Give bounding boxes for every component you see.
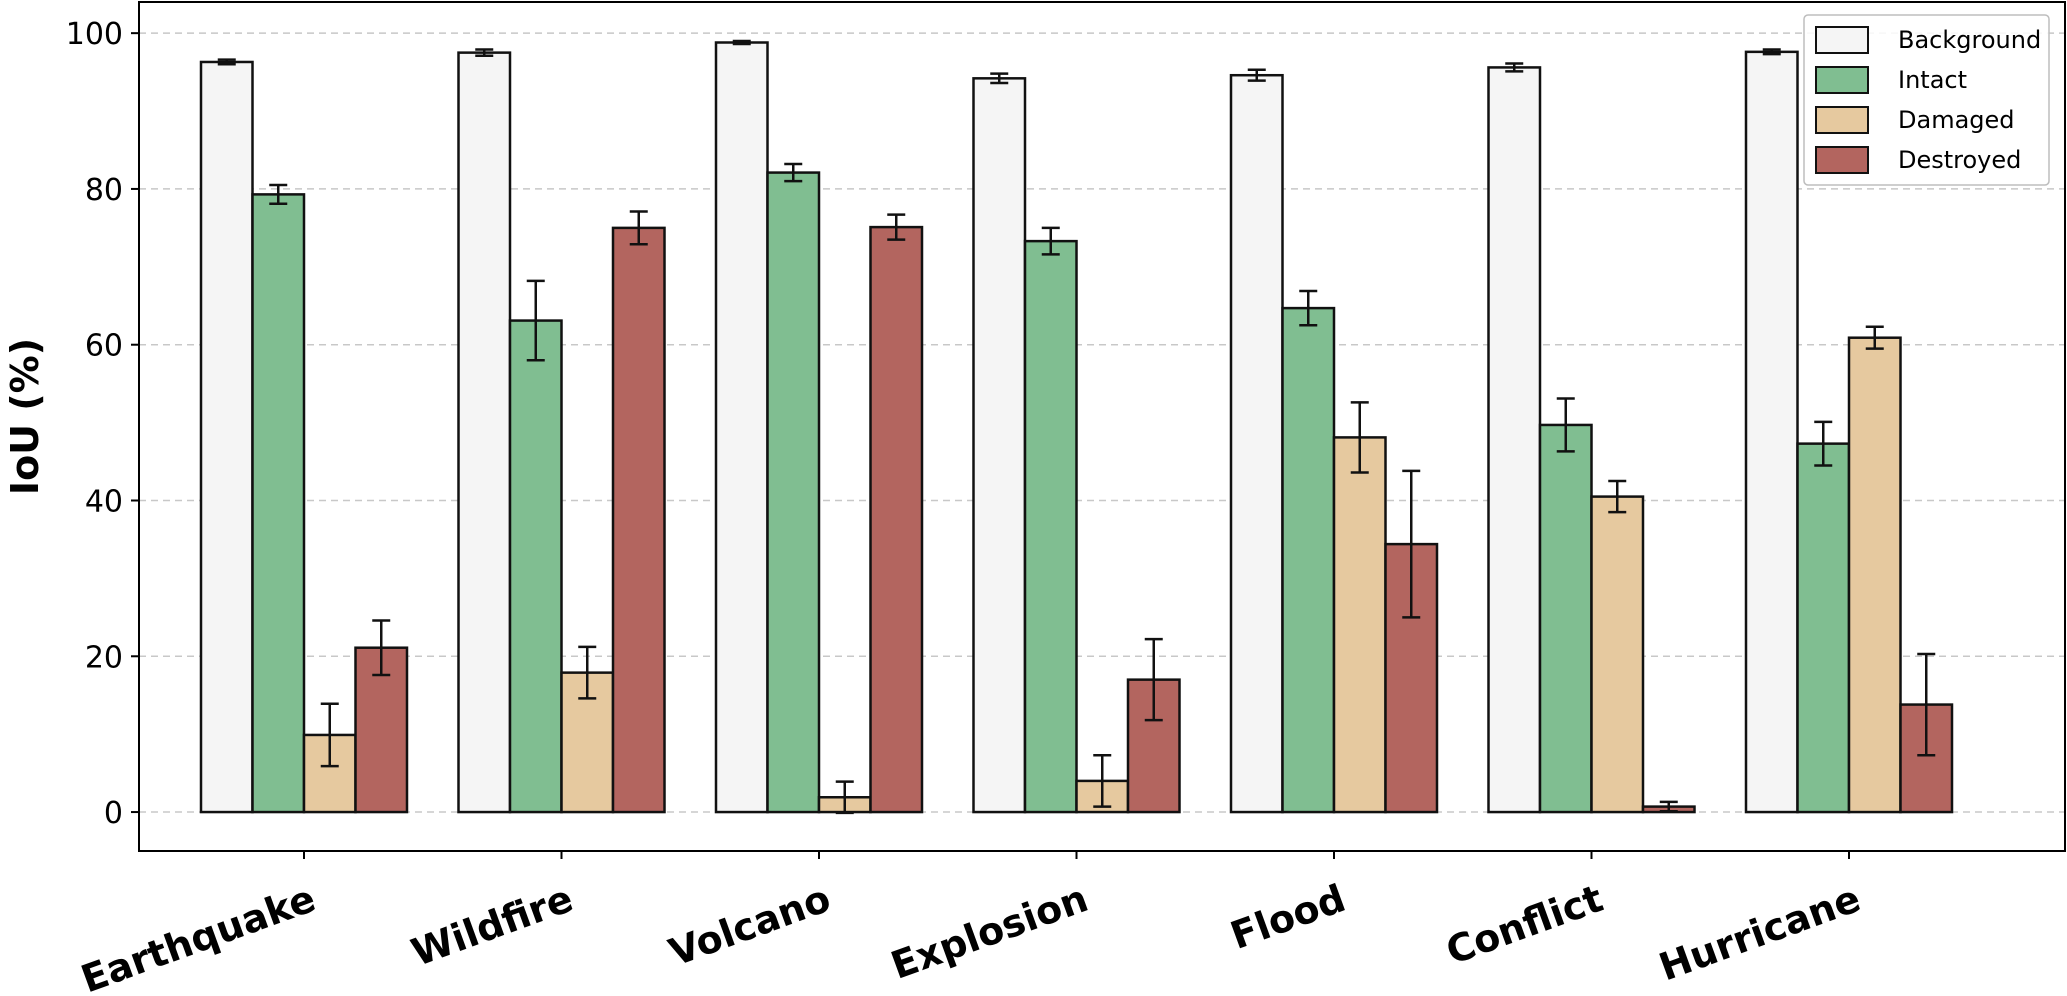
- x-axis-ticks: Earthquake Wildfire Volcano Explosion Flood C…: [75, 851, 1866, 996]
- bar-hurricane-background: [1744, 50, 1799, 814]
- x-tick-label-explosion: Explosion: [885, 876, 1093, 988]
- error-bar-wildfire-intact: [526, 279, 545, 362]
- legend-box: [1803, 14, 2050, 186]
- legend-label: Intact: [1898, 66, 1967, 94]
- error-bar-explosion-damaged: [1093, 753, 1112, 808]
- bar-conflict-intact: [1538, 423, 1593, 814]
- error-bar-conflict-background: [1505, 62, 1524, 73]
- bar-conflict-damaged: [1590, 495, 1645, 814]
- bar-flood-damaged: [1332, 436, 1387, 814]
- legend-swatch: [1815, 106, 1869, 134]
- error-bar-volcano-intact: [784, 162, 803, 183]
- y-tick-label: 60: [85, 329, 123, 364]
- error-bar-hurricane-damaged: [1865, 325, 1884, 350]
- bar-earthquake-intact: [251, 193, 306, 814]
- error-bar-conflict-damaged: [1608, 479, 1627, 514]
- error-bar-explosion-intact: [1041, 226, 1060, 256]
- x-tick-label-wildfire: Wildfire: [406, 876, 579, 975]
- bar-conflict-background: [1487, 66, 1542, 814]
- y-axis-ticks: 0 20 40 60 80 100: [66, 17, 139, 831]
- legend-label: Destroyed: [1898, 146, 2021, 174]
- error-bar-volcano-background: [732, 39, 751, 46]
- error-bars: [217, 39, 1936, 815]
- legend-label: Damaged: [1898, 106, 2015, 134]
- error-bar-conflict-intact: [1556, 397, 1575, 453]
- x-tick-label-earthquake: Earthquake: [75, 876, 321, 996]
- bar-hurricane-intact: [1796, 442, 1851, 814]
- y-tick-label: 40: [85, 484, 123, 519]
- x-tick-label-conflict: Conflict: [1440, 876, 1608, 973]
- bar-wildfire-background: [457, 51, 512, 814]
- error-bar-earthquake-background: [217, 58, 236, 66]
- bar-flood-background: [1229, 73, 1284, 814]
- legend-swatch: [1815, 26, 1869, 54]
- y-tick-label: 100: [66, 17, 123, 52]
- legend: Background Intact Damaged Destroyed: [1803, 14, 2050, 186]
- bar-flood-intact: [1281, 306, 1336, 814]
- error-bar-earthquake-destroyed: [372, 619, 391, 677]
- bar-explosion-intact: [1023, 239, 1078, 814]
- error-bar-hurricane-destroyed: [1917, 652, 1936, 757]
- y-tick-label: 80: [85, 173, 123, 208]
- error-bar-earthquake-damaged: [320, 702, 339, 768]
- error-bar-volcano-destroyed: [887, 213, 906, 241]
- bar-volcano-destroyed: [869, 225, 924, 814]
- error-bar-wildfire-damaged: [578, 645, 597, 700]
- x-tick-label-hurricane: Hurricane: [1653, 876, 1866, 989]
- error-bar-wildfire-background: [475, 48, 494, 57]
- bar-wildfire-intact: [508, 319, 563, 814]
- error-bar-earthquake-intact: [269, 183, 288, 205]
- error-bar-volcano-damaged: [835, 780, 854, 815]
- y-axis-label: IoU (%): [3, 338, 47, 495]
- x-tick-label-volcano: Volcano: [663, 876, 836, 975]
- bar-earthquake-background: [199, 60, 254, 814]
- legend-swatch: [1815, 66, 1869, 94]
- error-bar-flood-damaged: [1350, 401, 1369, 474]
- legend-item-destroyed: Destroyed: [1815, 146, 2021, 174]
- legend-item-intact: Intact: [1815, 66, 1967, 94]
- bars: [199, 41, 1954, 814]
- x-tick-label-flood: Flood: [1225, 876, 1351, 958]
- bar-hurricane-damaged: [1847, 336, 1902, 814]
- y-tick-label: 20: [85, 640, 123, 675]
- legend-swatch: [1815, 146, 1869, 174]
- plot-frame: [138, 1, 2066, 852]
- legend-label: Background: [1898, 26, 2041, 54]
- bar-volcano-background: [714, 41, 769, 814]
- y-tick-label: 0: [104, 796, 123, 831]
- error-bar-flood-intact: [1299, 289, 1318, 327]
- error-bar-conflict-destroyed: [1659, 800, 1678, 813]
- legend-item-damaged: Damaged: [1815, 106, 2015, 134]
- legend-item-background: Background: [1815, 26, 2041, 54]
- error-bar-explosion-destroyed: [1144, 637, 1163, 722]
- error-bar-flood-destroyed: [1402, 469, 1421, 619]
- bar-wildfire-destroyed: [611, 226, 666, 814]
- error-bar-flood-background: [1247, 68, 1266, 82]
- error-bar-hurricane-intact: [1814, 420, 1833, 467]
- bar-explosion-background: [972, 77, 1027, 814]
- error-bar-explosion-background: [990, 72, 1009, 85]
- bar-volcano-intact: [766, 171, 821, 814]
- error-bar-wildfire-destroyed: [629, 210, 648, 246]
- error-bar-hurricane-background: [1762, 48, 1781, 56]
